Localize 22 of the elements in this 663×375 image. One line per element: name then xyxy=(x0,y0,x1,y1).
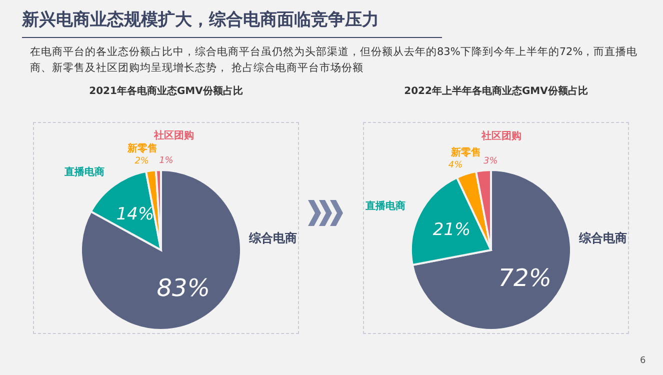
slice-label: 综合电商 xyxy=(248,231,297,245)
slice-label: 社区团购 xyxy=(480,130,522,142)
data-label: 72% xyxy=(498,264,552,292)
slice-label: 新零售 xyxy=(450,146,481,158)
slice-label: 直播电商 xyxy=(364,200,406,212)
text: 新兴电商业态规模扩大，综合电商面临竞争压力 xyxy=(22,8,442,38)
data-label: 1% xyxy=(159,156,174,166)
slice-label: 社区团购 xyxy=(152,130,194,142)
text: 6 xyxy=(640,356,647,366)
text: 在电商平台的各业态份额占比中，综合电商平台虽仍然为头部渠道，但份额从去年的83%下降到今年上半年的72%，而直播电商、新零售及社区团购均呈现增长态势， 抢占综合电商平台市场份额 xyxy=(30,45,639,76)
data-label: 14% xyxy=(116,204,154,224)
chart-title: 2021年各电商业态GMV份额占比 xyxy=(88,84,244,99)
chart-title: 2022年上半年各电商业态GMV份额占比 xyxy=(403,84,589,99)
data-label: 83% xyxy=(156,274,210,302)
data-label: 2% xyxy=(134,156,149,167)
slice-label: 新零售 xyxy=(126,142,158,154)
slice-label: 直播电商 xyxy=(64,166,105,178)
data-label: 21% xyxy=(432,220,471,240)
data-label: 3% xyxy=(483,156,498,166)
slice-label: 综合电商 xyxy=(578,231,627,245)
pie-slice xyxy=(411,169,572,331)
data-label: 4% xyxy=(448,160,463,170)
